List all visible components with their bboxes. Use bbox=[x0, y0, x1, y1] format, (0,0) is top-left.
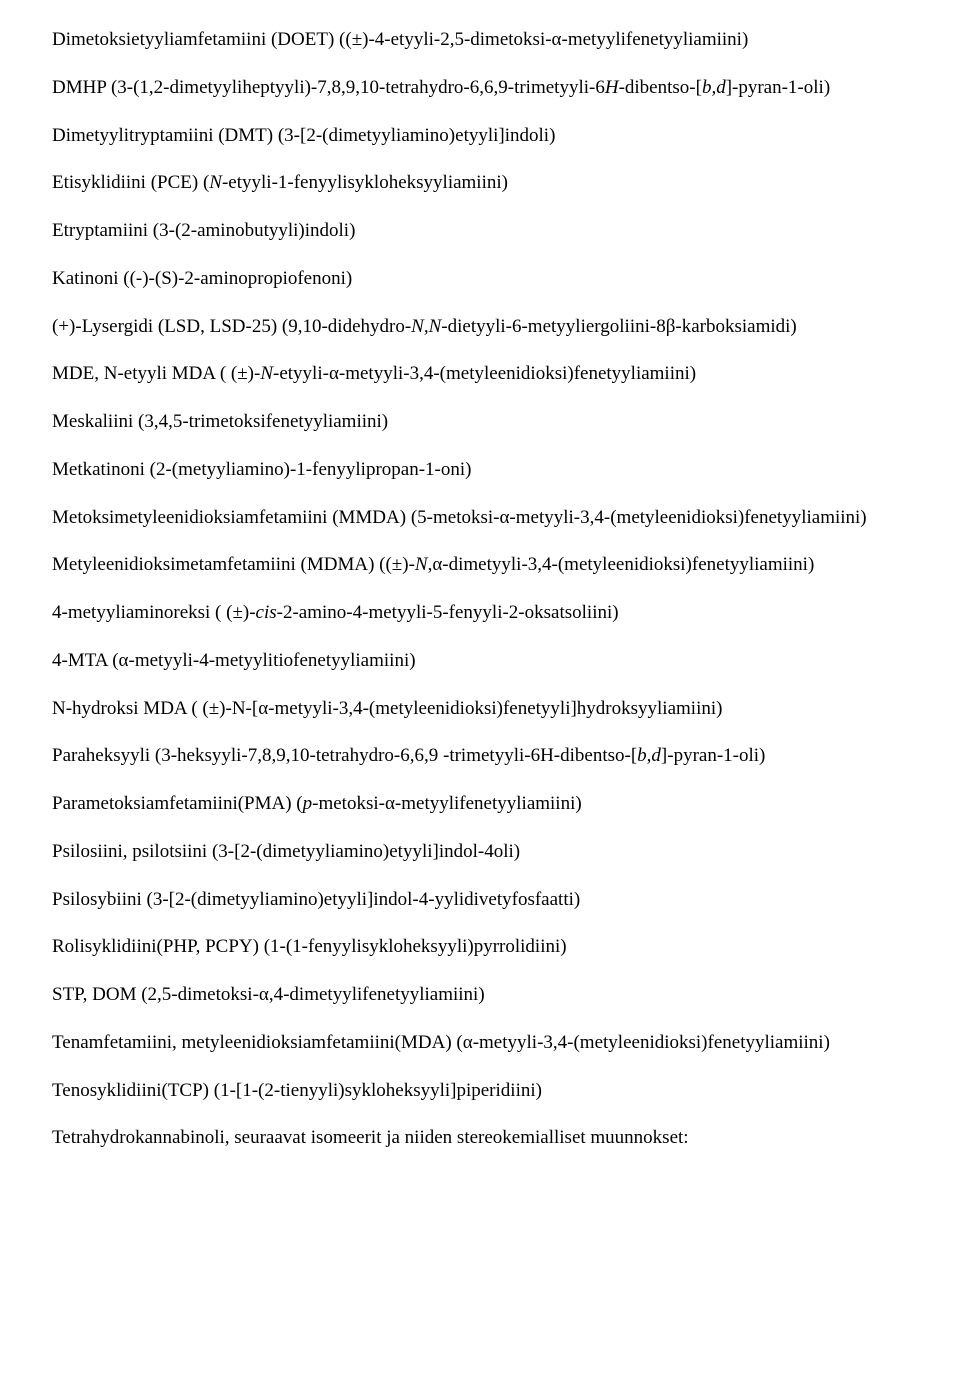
italic-segment: N bbox=[260, 363, 273, 384]
substance-entry: Parametoksiamfetamiini(PMA) (p-metoksi-α… bbox=[52, 792, 908, 816]
substance-entry: 4-MTA (α-metyyli-4-metyylitiofenetyyliam… bbox=[52, 649, 908, 673]
text-segment: Tenosyklidiini(TCP) (1-[1-(2-tienyyli)sy… bbox=[52, 1080, 542, 1101]
substance-entry: Metoksimetyleenidioksiamfetamiini (MMDA)… bbox=[52, 506, 908, 530]
text-segment: 4-MTA (α-metyyli-4-metyylitiofenetyyliam… bbox=[52, 650, 416, 671]
text-segment: Parametoksiamfetamiini(PMA) ( bbox=[52, 793, 303, 814]
text-segment: Rolisyklidiini(PHP, PCPY) (1-(1-fenyylis… bbox=[52, 936, 567, 957]
italic-segment: N,N bbox=[411, 316, 441, 337]
italic-segment: p bbox=[303, 793, 313, 814]
italic-segment: H bbox=[605, 77, 619, 98]
text-segment: Metkatinoni (2-(metyyliamino)-1-fenyylip… bbox=[52, 459, 471, 480]
text-segment: DMHP (3-(1,2-dimetyyliheptyyli)-7,8,9,10… bbox=[52, 77, 605, 98]
text-segment: (+)-Lysergidi (LSD, LSD-25) (9,10-didehy… bbox=[52, 316, 411, 337]
substance-entry: (+)-Lysergidi (LSD, LSD-25) (9,10-didehy… bbox=[52, 315, 908, 339]
substance-entry: Etryptamiini (3-(2-aminobutyyli)indoli) bbox=[52, 219, 908, 243]
italic-segment: N bbox=[209, 172, 222, 193]
text-segment: ]-pyran-1-oli) bbox=[661, 745, 765, 766]
substance-entry: Dimetyylitryptamiini (DMT) (3-[2-(dimety… bbox=[52, 124, 908, 148]
text-segment: STP, DOM (2,5-dimetoksi-α,4-dimetyylifen… bbox=[52, 984, 485, 1005]
italic-segment: b,d bbox=[637, 745, 661, 766]
substance-entry: Katinoni ((-)-(S)-2-aminopropiofenoni) bbox=[52, 267, 908, 291]
italic-segment: cis bbox=[256, 602, 277, 623]
substance-entry: STP, DOM (2,5-dimetoksi-α,4-dimetyylifen… bbox=[52, 983, 908, 1007]
substance-entry: Psilosybiini (3-[2-(dimetyyliamino)etyyl… bbox=[52, 888, 908, 912]
substance-entry: 4-metyyliaminoreksi ( (±)-cis-2-amino-4-… bbox=[52, 601, 908, 625]
text-segment: 4-metyyliaminoreksi ( (±)- bbox=[52, 602, 256, 623]
substance-entry: Dimetoksietyyliamfetamiini (DOET) ((±)-4… bbox=[52, 28, 908, 52]
text-segment: Metoksimetyleenidioksiamfetamiini (MMDA)… bbox=[52, 507, 867, 528]
text-segment: Dimetyylitryptamiini (DMT) (3-[2-(dimety… bbox=[52, 125, 555, 146]
substance-entry: Rolisyklidiini(PHP, PCPY) (1-(1-fenyylis… bbox=[52, 935, 908, 959]
text-segment: -dietyyli-6-metyyliergoliini-8β-karboksi… bbox=[441, 316, 796, 337]
italic-segment: b,d bbox=[702, 77, 726, 98]
text-segment: Tenamfetamiini, metyleenidioksiamfetamii… bbox=[52, 1032, 830, 1053]
text-segment: Etisyklidiini (PCE) ( bbox=[52, 172, 209, 193]
text-segment: Dimetoksietyyliamfetamiini (DOET) ((±)-4… bbox=[52, 29, 748, 50]
text-segment: -2-amino-4-metyyli-5-fenyyli-2-oksatsoli… bbox=[277, 602, 619, 623]
text-segment: N-hydroksi MDA ( (±)-N-[α-metyyli-3,4-(m… bbox=[52, 698, 722, 719]
italic-segment: N bbox=[415, 554, 428, 575]
substance-entry: Tenamfetamiini, metyleenidioksiamfetamii… bbox=[52, 1031, 908, 1055]
text-segment: Etryptamiini (3-(2-aminobutyyli)indoli) bbox=[52, 220, 355, 241]
text-segment: -etyyli-α-metyyli-3,4-(metyleenidioksi)f… bbox=[273, 363, 696, 384]
text-segment: Metyleenidioksimetamfetamiini (MDMA) ((±… bbox=[52, 554, 415, 575]
text-segment: Tetrahydrokannabinoli, seuraavat isomeer… bbox=[52, 1127, 689, 1148]
substance-entry: Psilosiini, psilotsiini (3-[2-(dimetyyli… bbox=[52, 840, 908, 864]
text-segment: -etyyli-1-fenyylisykloheksyyliamiini) bbox=[222, 172, 508, 193]
text-segment: -metoksi-α-metyylifenetyyliamiini) bbox=[312, 793, 582, 814]
text-segment: Katinoni ((-)-(S)-2-aminopropiofenoni) bbox=[52, 268, 352, 289]
substance-entry: Metkatinoni (2-(metyyliamino)-1-fenyylip… bbox=[52, 458, 908, 482]
substance-entry: Tenosyklidiini(TCP) (1-[1-(2-tienyyli)sy… bbox=[52, 1079, 908, 1103]
text-segment: Paraheksyyli (3-heksyyli-7,8,9,10-tetrah… bbox=[52, 745, 637, 766]
substance-entry: N-hydroksi MDA ( (±)-N-[α-metyyli-3,4-(m… bbox=[52, 697, 908, 721]
substance-entry: DMHP (3-(1,2-dimetyyliheptyyli)-7,8,9,10… bbox=[52, 76, 908, 100]
text-segment: Psilosybiini (3-[2-(dimetyyliamino)etyyl… bbox=[52, 889, 580, 910]
text-segment: MDE, N-etyyli MDA ( (±)- bbox=[52, 363, 260, 384]
text-segment: Psilosiini, psilotsiini (3-[2-(dimetyyli… bbox=[52, 841, 520, 862]
substance-entry: MDE, N-etyyli MDA ( (±)-N-etyyli-α-metyy… bbox=[52, 362, 908, 386]
text-segment: ]-pyran-1-oli) bbox=[726, 77, 830, 98]
substance-entry: Etisyklidiini (PCE) (N-etyyli-1-fenyylis… bbox=[52, 171, 908, 195]
text-segment: Meskaliini (3,4,5-trimetoksifenetyyliami… bbox=[52, 411, 388, 432]
substance-entry: Metyleenidioksimetamfetamiini (MDMA) ((±… bbox=[52, 553, 908, 577]
substance-entry: Meskaliini (3,4,5-trimetoksifenetyyliami… bbox=[52, 410, 908, 434]
document-body: Dimetoksietyyliamfetamiini (DOET) ((±)-4… bbox=[52, 28, 908, 1150]
text-segment: -dibentso-[ bbox=[619, 77, 702, 98]
substance-entry: Paraheksyyli (3-heksyyli-7,8,9,10-tetrah… bbox=[52, 744, 908, 768]
text-segment: ,α-dimetyyli-3,4-(metyleenidioksi)fenety… bbox=[428, 554, 815, 575]
substance-entry: Tetrahydrokannabinoli, seuraavat isomeer… bbox=[52, 1126, 908, 1150]
